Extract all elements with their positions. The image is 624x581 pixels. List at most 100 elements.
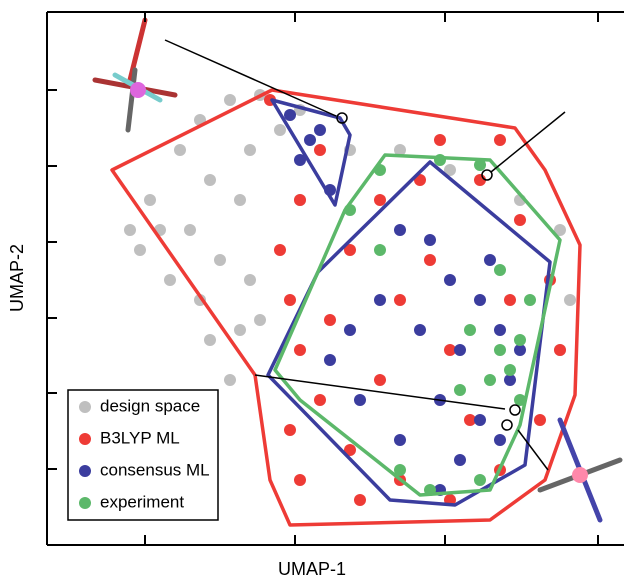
annotations xyxy=(164,39,566,471)
marker xyxy=(481,169,493,181)
point xyxy=(554,344,566,356)
legend-label: experiment xyxy=(100,492,184,511)
point xyxy=(444,274,456,286)
point xyxy=(394,464,406,476)
marker xyxy=(336,112,348,124)
point xyxy=(374,194,386,206)
point xyxy=(454,344,466,356)
point xyxy=(464,324,476,336)
legend-swatch xyxy=(79,497,91,509)
point xyxy=(394,294,406,306)
point xyxy=(344,244,356,256)
point xyxy=(344,444,356,456)
point xyxy=(304,134,316,146)
bond xyxy=(125,67,138,133)
point xyxy=(394,434,406,446)
point xyxy=(564,294,576,306)
point xyxy=(224,94,236,106)
point xyxy=(354,394,366,406)
atom xyxy=(130,82,146,98)
point xyxy=(244,144,256,156)
point xyxy=(374,374,386,386)
point xyxy=(504,364,516,376)
point xyxy=(294,194,306,206)
marker xyxy=(501,419,513,431)
point xyxy=(374,244,386,256)
point xyxy=(244,274,256,286)
point xyxy=(424,254,436,266)
point xyxy=(234,324,246,336)
x-axis-label: UMAP-1 xyxy=(278,559,346,579)
legend-swatch xyxy=(79,465,91,477)
point xyxy=(374,294,386,306)
point xyxy=(394,144,406,156)
point xyxy=(134,244,146,256)
point xyxy=(284,424,296,436)
arrow xyxy=(517,429,549,471)
point xyxy=(514,344,526,356)
point xyxy=(514,334,526,346)
point xyxy=(184,224,196,236)
point xyxy=(554,224,566,236)
legend-box xyxy=(67,389,219,521)
hull xyxy=(270,98,352,207)
point xyxy=(444,164,456,176)
point xyxy=(314,124,326,136)
point xyxy=(284,294,296,306)
point xyxy=(494,434,506,446)
molecule xyxy=(92,17,623,523)
point xyxy=(524,294,536,306)
point xyxy=(434,134,446,146)
point xyxy=(234,194,246,206)
point xyxy=(494,134,506,146)
arrow xyxy=(490,111,566,173)
point xyxy=(354,494,366,506)
hulls xyxy=(110,88,582,527)
ticks xyxy=(47,12,599,545)
point xyxy=(494,344,506,356)
point xyxy=(204,334,216,346)
point xyxy=(314,394,326,406)
hull xyxy=(110,88,582,527)
hull xyxy=(273,153,562,497)
point xyxy=(294,154,306,166)
legend-label: design space xyxy=(100,396,200,415)
point xyxy=(294,474,306,486)
point xyxy=(484,374,496,386)
point xyxy=(504,294,516,306)
legend-swatch xyxy=(79,401,91,413)
point xyxy=(144,194,156,206)
point xyxy=(274,244,286,256)
point xyxy=(394,224,406,236)
point xyxy=(474,159,486,171)
point xyxy=(124,224,136,236)
points xyxy=(124,89,576,506)
point xyxy=(274,124,286,136)
point xyxy=(204,174,216,186)
point xyxy=(534,414,546,426)
point xyxy=(254,314,266,326)
point xyxy=(474,414,486,426)
point xyxy=(324,354,336,366)
bond xyxy=(127,17,148,83)
point xyxy=(474,294,486,306)
point xyxy=(454,384,466,396)
point xyxy=(324,314,336,326)
point xyxy=(494,324,506,336)
point xyxy=(464,414,476,426)
point xyxy=(414,324,426,336)
point xyxy=(424,234,436,246)
point xyxy=(474,474,486,486)
point xyxy=(444,344,456,356)
y-axis-label: UMAP-2 xyxy=(7,244,27,312)
legend-swatch xyxy=(79,433,91,445)
point xyxy=(344,324,356,336)
arrow xyxy=(164,39,337,117)
point xyxy=(454,454,466,466)
point xyxy=(224,374,236,386)
point xyxy=(214,254,226,266)
point xyxy=(504,374,516,386)
point xyxy=(174,144,186,156)
